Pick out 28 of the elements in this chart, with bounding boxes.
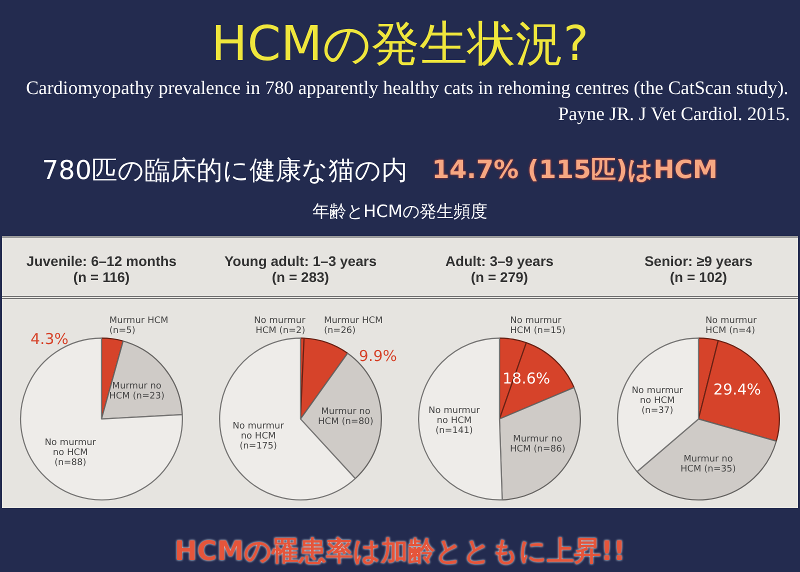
slice-label: No murmur no HCM (n=175) <box>232 421 284 452</box>
slice-label: No murmur HCM (n=2) <box>254 316 306 336</box>
slice-label: Murmur HCM (n=26) <box>324 316 383 336</box>
slice-label: No murmur HCM (n=15) <box>510 316 566 336</box>
chart-title: Senior: ≥9 years (n = 102) <box>643 253 754 285</box>
text: 780匹の臨床的に健康な猫の内 <box>42 155 408 188</box>
slice-label: No murmur no HCM (n=88) <box>44 438 96 468</box>
text: 4.3% <box>30 330 69 348</box>
chart-title: Young adult: 1–3 years (n = 283) <box>223 253 378 285</box>
slice-label: No murmur no HCM (n=37) <box>632 386 684 416</box>
slice-label: Murmur no HCM (n=23) <box>109 382 165 402</box>
text: 年齢とHCMの発生頻度 <box>311 201 489 223</box>
text: Payne JR. J Vet Cardiol. 2015. <box>558 104 790 126</box>
text: HCMの発生状況? <box>210 15 590 74</box>
text: 18.6% <box>502 370 550 388</box>
text: 9.9% <box>358 346 397 365</box>
slice-label: Murmur no HCM (n=80) <box>318 407 374 428</box>
slice-label: Murmur no HCM (n=35) <box>680 454 736 474</box>
slice-label: Murmur no HCM (n=86) <box>510 434 566 454</box>
chart-title: Adult: 3–9 years (n = 279) <box>444 253 555 285</box>
text: Cardiomyopathy prevalence in 780 apparently healthy cats in rehoming centres (the CatScan study). <box>26 78 788 100</box>
text: 14.7% (115匹)はHCM <box>432 154 718 186</box>
slice-label: No murmur HCM (n=4) <box>705 316 758 336</box>
text: HCMの罹患率は加齢とともに上昇!! <box>174 535 626 569</box>
text: 29.4% <box>713 380 762 399</box>
slice-label: No murmur no HCM (n=141) <box>428 406 480 436</box>
chart-title: Juvenile: 6–12 months (n = 116) <box>25 253 178 285</box>
slice-label: Murmur HCM (n=5) <box>109 316 168 336</box>
